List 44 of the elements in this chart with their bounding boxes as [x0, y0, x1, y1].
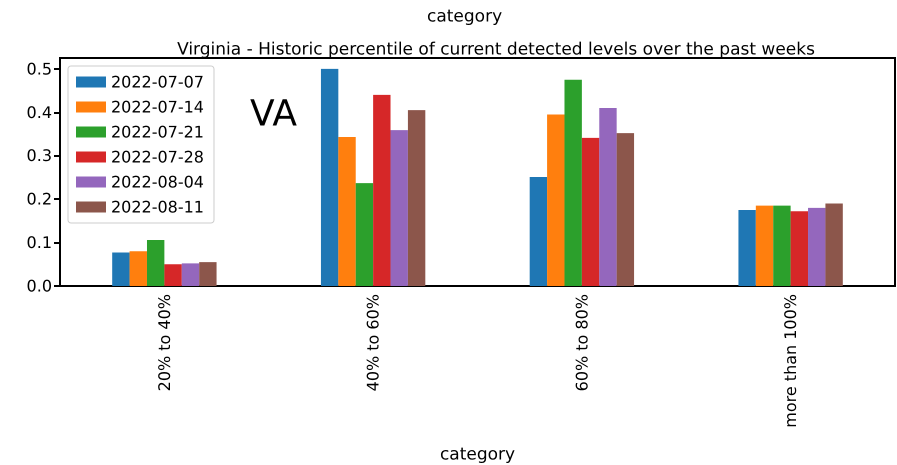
x-tick-label: 20% to 40% [154, 294, 174, 392]
bar [199, 262, 217, 286]
bar [530, 176, 548, 286]
x-axis-title: category [440, 444, 516, 464]
bar [146, 240, 164, 286]
legend-label: 2022-08-04 [111, 172, 204, 192]
annotation: VA [250, 94, 298, 134]
bar [582, 138, 600, 286]
bar [756, 206, 774, 286]
text: category [427, 6, 502, 26]
bar [547, 114, 564, 286]
bar [356, 183, 374, 286]
bar [182, 263, 200, 286]
bar [112, 252, 130, 286]
bar [564, 80, 582, 286]
y-tick-label: 0.4 [26, 102, 52, 122]
bar [373, 94, 391, 286]
legend-label: 2022-07-21 [111, 122, 204, 142]
legend-label: 2022-08-11 [111, 198, 204, 216]
bar [320, 68, 338, 286]
x-tick-label: 60% to 80% [572, 294, 592, 392]
legend-label: 2022-07-14 [111, 98, 204, 116]
y-tick-label: 0.2 [26, 190, 52, 209]
bar [130, 251, 147, 286]
bar [738, 210, 756, 286]
bar [164, 264, 182, 286]
bar [616, 133, 634, 286]
chart-title: Virginia - Historic percentile of current detected levels over the past weeks [177, 40, 816, 60]
bar [390, 130, 408, 286]
bar [338, 137, 356, 286]
y-tick-label: 0.3 [26, 146, 52, 166]
bar [773, 206, 791, 286]
y-tick-label: 0.1 [26, 233, 52, 252]
y-tick-label: 0.5 [26, 59, 52, 78]
bar [790, 211, 808, 286]
bar [408, 110, 426, 286]
x-tick-label: 40% to 60% [364, 294, 383, 392]
bar [825, 203, 843, 286]
legend-label: 2022-07-28 [111, 148, 204, 166]
y-tick-label: 0.0 [26, 276, 52, 296]
legend-label: 2022-07-07 [111, 72, 204, 92]
bar [808, 208, 826, 286]
bar [599, 108, 617, 286]
x-tick-label: more than 100% [781, 294, 800, 428]
